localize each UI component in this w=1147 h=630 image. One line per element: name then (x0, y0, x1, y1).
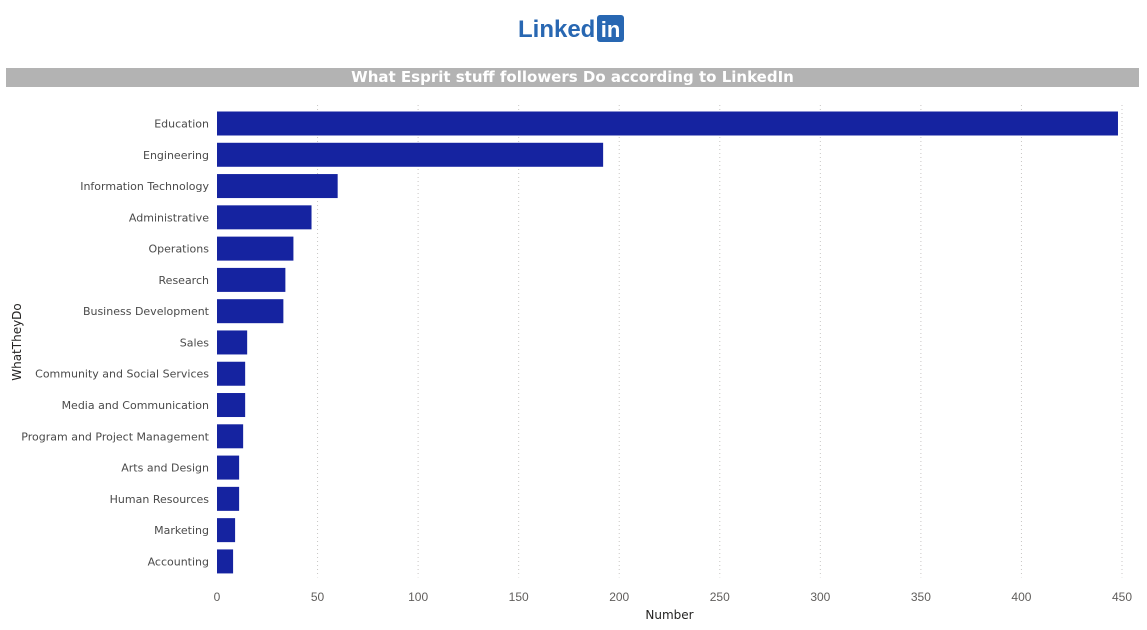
y-tick-label: Information Technology (80, 180, 209, 193)
y-tick-label: Research (159, 274, 209, 287)
y-tick-label: Arts and Design (121, 462, 209, 475)
y-tick-label: Operations (149, 243, 210, 256)
y-tick-label: Engineering (143, 149, 209, 162)
bar[interactable] (217, 330, 248, 355)
y-tick-label: Marketing (154, 524, 209, 537)
bar[interactable] (217, 486, 240, 511)
x-tick-label: 350 (911, 590, 931, 604)
bar[interactable] (217, 518, 236, 543)
bar[interactable] (217, 205, 312, 230)
x-tick-label: 250 (710, 590, 730, 604)
bar[interactable] (217, 424, 244, 449)
x-tick-label: 100 (408, 590, 428, 604)
bar[interactable] (217, 549, 234, 574)
x-tick-label: 0 (214, 590, 221, 604)
x-tick-label: 50 (311, 590, 325, 604)
bar[interactable] (217, 111, 1118, 136)
bar[interactable] (217, 174, 338, 199)
y-tick-label: Human Resources (110, 493, 210, 506)
y-tick-label: Community and Social Services (35, 368, 209, 381)
bar-chart: 0 50 100 150 200 250 300 350 400 450 Education Engi… (10, 105, 1132, 622)
bar[interactable] (217, 455, 240, 480)
chart-title: What Esprit stuff followers Do according… (6, 68, 1139, 87)
bar[interactable] (217, 236, 294, 261)
bar[interactable] (217, 299, 284, 324)
bar[interactable] (217, 267, 286, 292)
y-tick-label: Media and Communication (62, 399, 209, 412)
y-axis-title: WhatTheyDo (10, 303, 24, 381)
x-axis-title: Number (645, 608, 693, 622)
x-tick-label: 150 (509, 590, 529, 604)
x-tick-label: 300 (810, 590, 830, 604)
logo-text-in: in (600, 17, 620, 42)
y-tick-label: Education (154, 118, 209, 131)
x-tick-label: 400 (1011, 590, 1031, 604)
x-tick-label: 200 (609, 590, 629, 604)
bar[interactable] (217, 142, 604, 167)
y-tick-label: Accounting (148, 555, 209, 568)
linkedin-logo: Linked in (0, 14, 1147, 48)
logo-in-box (596, 15, 624, 42)
bar[interactable] (217, 361, 246, 386)
x-tick-label: 450 (1112, 590, 1132, 604)
y-tick-label: Sales (180, 336, 210, 349)
bar[interactable] (217, 393, 246, 418)
y-tick-label: Administrative (129, 211, 209, 224)
y-tick-label: Program and Project Management (21, 430, 209, 443)
y-tick-label: Business Development (83, 305, 210, 318)
logo-text-linked: Linked (518, 16, 595, 43)
